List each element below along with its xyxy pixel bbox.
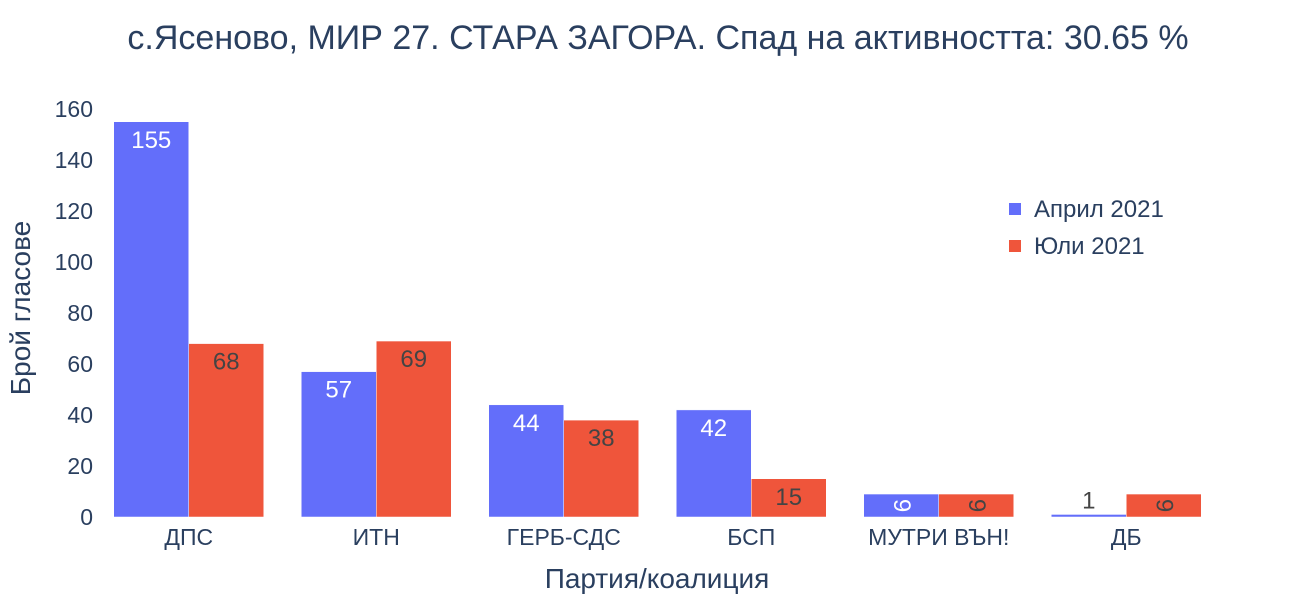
y-tick-label: 60 [67, 351, 93, 377]
y-axis-title: Брой гласове [5, 221, 36, 395]
x-tick-label: ГЕРБ-СДС [507, 524, 621, 550]
bar-value-label: 42 [700, 415, 727, 442]
y-tick-label: 40 [67, 402, 93, 428]
bar-value-label: 38 [588, 425, 615, 452]
y-tick-label: 80 [67, 300, 93, 326]
bar-value-label: 9 [888, 499, 915, 512]
y-tick-label: 20 [67, 453, 93, 479]
bar-value-label: 1 [1082, 487, 1095, 514]
bar-value-label: 68 [213, 349, 240, 376]
bar-value-label: 9 [963, 499, 990, 512]
x-tick-label: ДПС [164, 524, 213, 550]
bar-value-label: 9 [1150, 499, 1177, 512]
plot-area: 155 68 57 69 44 38 42 15 9 9 1 9 [113, 121, 1202, 518]
y-tick-label: 120 [55, 198, 93, 224]
bar-april-5[interactable] [1051, 514, 1127, 518]
bar-april-0[interactable] [113, 121, 189, 518]
x-axis: ДПС ИТН ГЕРБ-СДС БСП МУТРИ ВЪН! ДБ [164, 524, 1141, 550]
bar-april-2[interactable] [488, 404, 564, 518]
bar-july-4[interactable] [938, 493, 1014, 518]
legend-item-label: Юли 2021 [1034, 233, 1145, 260]
bar-value-label: 57 [325, 377, 352, 404]
bar-value-label: 69 [400, 346, 427, 373]
bar-value-label: 44 [513, 410, 540, 437]
y-tick-label: 100 [55, 249, 93, 275]
legend-item-label: Април 2021 [1034, 196, 1164, 223]
bar-july-3[interactable] [751, 478, 827, 518]
bar-value-label: 155 [131, 127, 171, 154]
legend-swatch [1009, 203, 1021, 215]
chart-title: с.Ясеново, МИР 27. СТАРА ЗАГОРА. Спад на… [127, 19, 1188, 57]
y-tick-label: 140 [55, 147, 93, 173]
y-tick-label: 0 [80, 504, 93, 530]
x-tick-label: БСП [727, 524, 775, 550]
y-tick-label: 160 [55, 96, 93, 122]
bar-july-1[interactable] [376, 340, 452, 518]
bar-value-label: 15 [775, 484, 802, 511]
bar-april-3[interactable] [676, 409, 752, 518]
bar-july-5[interactable] [1126, 493, 1202, 518]
bar-april-1[interactable] [301, 371, 377, 518]
bar-july-2[interactable] [563, 419, 639, 518]
legend[interactable]: Април 2021 Юли 2021 [1009, 196, 1164, 260]
x-tick-label: ДБ [1111, 524, 1142, 550]
x-axis-title: Партия/коалиция [545, 563, 770, 594]
x-tick-label: МУТРИ ВЪН! [868, 524, 1009, 550]
x-tick-label: ИТН [353, 524, 400, 550]
y-axis: 0 20 40 60 80 100 120 140 160 [55, 96, 93, 530]
legend-swatch [1009, 240, 1021, 252]
bar-july-0[interactable] [188, 343, 264, 518]
